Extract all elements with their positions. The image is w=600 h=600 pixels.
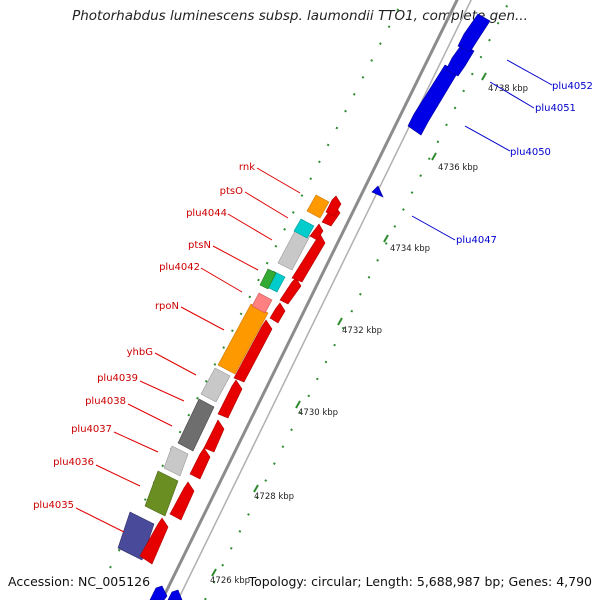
gene-label-yhbG[interactable]: yhbG	[127, 347, 153, 358]
gene-arrow-plu4052	[457, 13, 491, 53]
gene-arrow-rpoN	[269, 302, 286, 324]
gene-arrow-plu4047	[371, 185, 384, 198]
gene-label-plu4042[interactable]: plu4042	[159, 262, 200, 273]
leader-line-ptsN	[212, 245, 259, 271]
axis-tick-mark	[211, 568, 217, 577]
gene-label-ptsN[interactable]: ptsN	[188, 240, 211, 251]
gene-arrow-plu4044	[309, 223, 324, 241]
leader-line-plu4042	[200, 267, 243, 293]
cog-block-plu4037	[163, 445, 189, 477]
gene-label-plu4052[interactable]: plu4052	[552, 81, 593, 92]
gene-arrow-bottom-1	[149, 585, 168, 600]
gene-arrow-plu4037	[189, 447, 211, 480]
leader-line-yhbG	[154, 352, 197, 376]
accession-label: Accession: NC_005126	[8, 574, 151, 589]
axis-tick-label: 4732 kbp	[342, 326, 382, 336]
leader-line-plu4036	[95, 464, 141, 487]
axis-tick-label: 4734 kbp	[390, 244, 430, 254]
gene-arrow-bottom-2	[167, 589, 183, 600]
leader-line-rpoN	[180, 306, 225, 331]
backbone-inner	[177, 0, 472, 600]
axis-tick-mark	[253, 484, 259, 493]
plus-strand-genes	[139, 195, 342, 565]
gene-arrow-plu4035	[139, 517, 169, 565]
gene-arrow-plu4050	[407, 64, 459, 136]
cog-block-rpoN	[251, 292, 273, 314]
axis-tick-mark	[337, 317, 343, 326]
backbone-outer	[160, 0, 459, 600]
cog-block-plu4036	[144, 470, 179, 517]
axis-tick-label: 4738 kbp	[488, 84, 528, 94]
leader-line-plu4047	[411, 215, 456, 241]
gene-arrow-yhbG	[233, 319, 273, 383]
leader-line-plu4035	[75, 507, 125, 533]
gene-label-plu4036[interactable]: plu4036	[53, 457, 94, 468]
leader-line-ptsO	[244, 191, 289, 219]
leader-line-plu4039	[139, 380, 185, 402]
cog-block-plu4038	[177, 398, 215, 452]
cog-block-plu4039	[200, 367, 231, 403]
gene-arrow-ptsN	[291, 233, 326, 283]
axis-tick-label: 4726 kbp	[210, 576, 250, 586]
leader-line-plu4051	[489, 81, 535, 109]
gene-arrow-plu4039	[217, 379, 243, 419]
gene-label-plu4038[interactable]: plu4038	[85, 396, 126, 407]
gene-label-plu4037[interactable]: plu4037	[71, 424, 112, 435]
gene-label-plu4047[interactable]: plu4047	[456, 235, 497, 246]
map-title: Photorhabdus luminescens subsp. laumondi…	[72, 8, 528, 24]
gene-label-plu4051[interactable]: plu4051	[535, 103, 576, 114]
axis-tick-mark	[481, 72, 487, 81]
label-leaders	[75, 59, 553, 533]
axis-tick-mark	[431, 152, 437, 161]
leader-line-plu4037	[113, 431, 159, 453]
gene-arrow-plu4051	[445, 43, 475, 77]
leader-line-plu4038	[127, 403, 173, 427]
gene-label-rnk[interactable]: rnk	[239, 162, 255, 173]
cog-block-ptsN	[259, 268, 277, 290]
cog-block-rnk	[306, 194, 330, 219]
minus-strand-genes	[149, 13, 491, 600]
gene-label-plu4050[interactable]: plu4050	[510, 147, 551, 158]
leader-line-plu4052	[506, 59, 553, 86]
leader-line-plu4050	[464, 125, 511, 152]
axis-tick-label: 4730 kbp	[298, 408, 338, 418]
axis-tick-label: 4728 kbp	[254, 492, 294, 502]
tick-dots-outer	[204, 0, 512, 600]
genome-summary: Topology: circular; Length: 5,688,987 bp…	[248, 574, 592, 589]
leader-line-rnk	[256, 167, 301, 194]
gene-label-rpoN[interactable]: rpoN	[155, 301, 179, 312]
gene-arrow-plu4038	[203, 419, 225, 453]
gene-arrow-plu4036	[169, 481, 195, 521]
cog-block-ptsO	[293, 218, 315, 239]
axis-tick-mark	[295, 400, 301, 409]
gene-label-ptsO[interactable]: ptsO	[220, 186, 243, 197]
axis-tick-label: 4736 kbp	[438, 163, 478, 173]
leader-line-plu4044	[227, 213, 273, 241]
gene-arrow-rnk	[325, 195, 342, 217]
axis-ticks: 4726 kbp 4728 kbp 4730 kbp 4732 kbp 4734…	[210, 72, 528, 586]
gene-label-plu4035[interactable]: plu4035	[33, 500, 74, 511]
gene-label-plu4039[interactable]: plu4039	[97, 373, 138, 384]
gene-labels: plu4035 plu4036 plu4037 plu4038 plu4039 …	[33, 81, 593, 511]
gene-arrow-plu4042	[279, 277, 302, 305]
gene-label-plu4044[interactable]: plu4044	[186, 208, 227, 219]
axis-tick-mark	[383, 234, 389, 243]
